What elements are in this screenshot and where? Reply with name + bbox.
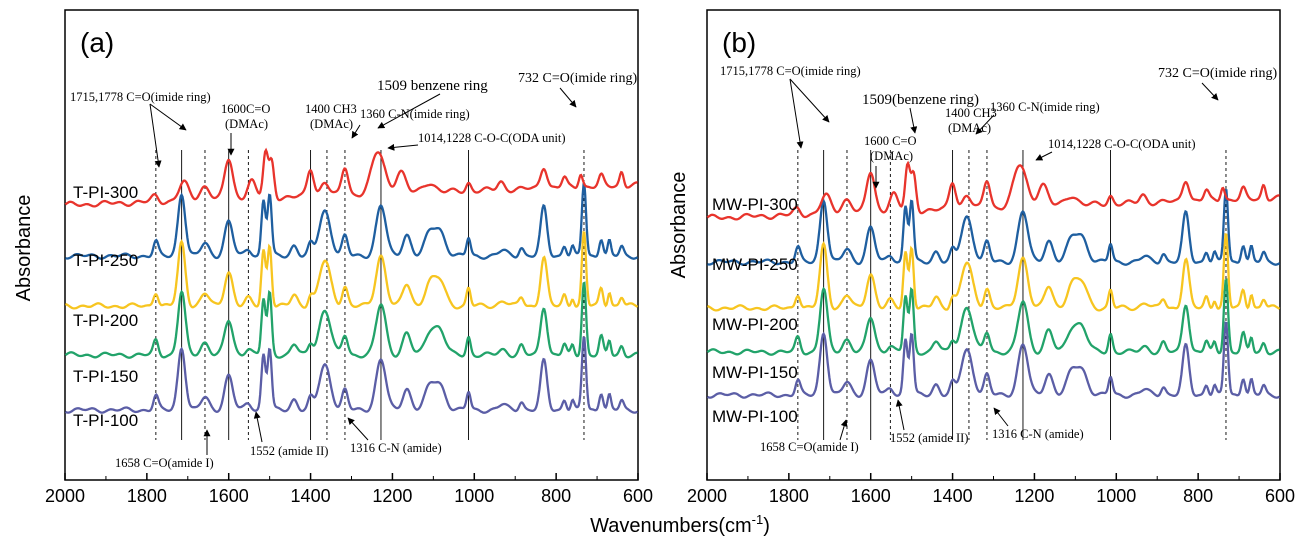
panel-b: (b) Absorbance 2000 1800 1600 1400 1200 1000 8… xyxy=(668,9,1295,506)
series-label-t-pi-300: T-PI-300 xyxy=(73,183,138,202)
annotation-a-1316: 1316 C-N (amide) xyxy=(350,441,442,455)
arrow-a-732 xyxy=(559,87,577,108)
x-axis-label-sup: -1 xyxy=(752,512,764,527)
series-line-mw-pi-300 xyxy=(706,321,1281,399)
annotation-b-732: 732 C=O(imide ring) xyxy=(1158,66,1277,81)
series-label-t-pi-250: T-PI-250 xyxy=(73,251,138,270)
annotation-a-1600: 1600C=O xyxy=(221,102,270,116)
y-axis-label-b: Absorbance xyxy=(668,172,690,279)
annotation-b-imide-ring: 1715,1778 C=O(imide ring) xyxy=(720,64,861,78)
y-axis-label-a: Absorbance xyxy=(13,195,35,302)
series-label-mw-pi-250: MW-PI-250 xyxy=(712,255,798,274)
arrow-a-1715 xyxy=(149,103,187,131)
annotation-b-1600: 1600 C=O xyxy=(864,134,917,148)
x-tick-label: 1600 xyxy=(209,486,249,506)
annotation-b-1600-dmac: (DMAc) xyxy=(870,149,913,163)
series-line-t-pi-150 xyxy=(65,182,639,260)
series-line-t-pi-300 xyxy=(64,336,639,414)
x-tick-label: 1600 xyxy=(851,486,891,506)
arrow-b-1509 xyxy=(909,107,918,134)
x-tick-label: 800 xyxy=(541,486,571,506)
x-tick-label: 1000 xyxy=(1096,486,1136,506)
annotation-b-1400: 1400 CH3 xyxy=(945,106,997,120)
series-label-mw-pi-150: MW-PI-150 xyxy=(712,363,798,382)
annotation-b-1658: 1658 C=O(amide I) xyxy=(760,440,859,454)
arrow-a-1778 xyxy=(149,103,162,168)
arrow-a-1509 xyxy=(377,93,441,129)
x-tick-label: 1800 xyxy=(769,486,809,506)
series-line-mw-pi-200 xyxy=(706,233,1281,312)
arrow-b-1316 xyxy=(993,407,1009,427)
x-axis-label-main: Wavenumbers(cm xyxy=(590,515,752,537)
arrow-b-732 xyxy=(1201,82,1219,101)
series-line-mw-pi-150 xyxy=(707,188,1281,266)
annotation-b-1552: 1552 (amide II) xyxy=(890,431,968,445)
panel-label-b: (b) xyxy=(722,27,756,58)
x-tick-label: 1200 xyxy=(372,486,412,506)
panel-a: (a) Absorbance 2000 1800 1600 1400 1200 1000 8… xyxy=(13,9,653,506)
x-axis-label: Wavenumbers(cm-1) xyxy=(590,512,770,537)
x-tick-label: 600 xyxy=(623,486,653,506)
series-line-t-pi-200 xyxy=(64,231,639,310)
x-tick-label: 1000 xyxy=(454,486,494,506)
annotation-b-coc: 1014,1228 C-O-C(ODA unit) xyxy=(1048,137,1196,151)
arrow-b-1552 xyxy=(895,399,905,431)
annotation-a-732: 732 C=O(imide ring) xyxy=(518,71,637,86)
arrow-a-1360 xyxy=(351,124,361,139)
annotation-a-1400: 1400 CH3 xyxy=(305,102,357,116)
x-tick-label: 1800 xyxy=(127,486,167,506)
series-label-t-pi-150: T-PI-150 xyxy=(73,367,138,386)
annotation-b-1400-dmac: (DMAc) xyxy=(948,121,991,135)
x-tick-label: 1200 xyxy=(1014,486,1054,506)
x-tick-label: 800 xyxy=(1183,486,1213,506)
arrow-b-1658 xyxy=(839,419,848,441)
arrow-a-1552 xyxy=(253,411,263,443)
annotation-a-1552: 1552 (amide II) xyxy=(250,444,328,458)
x-axis-label-close: ) xyxy=(763,515,770,537)
series-line-t-pi-100 xyxy=(64,147,638,208)
arrow-b-1778 xyxy=(789,78,804,149)
x-tick-label: 600 xyxy=(1265,486,1295,506)
x-tick-label: 2000 xyxy=(45,486,85,506)
annotation-a-1600-dmac: (DMAc) xyxy=(225,117,268,131)
series-line-t-pi-250 xyxy=(64,281,638,359)
arrow-a-coc xyxy=(387,143,419,151)
x-tick-label: 1400 xyxy=(933,486,973,506)
annotation-a-imide-ring: 1715,1778 C=O(imide ring) xyxy=(70,90,211,104)
series-label-t-pi-100: T-PI-100 xyxy=(73,411,138,430)
annotation-b-1360: 1360 C-N(imide ring) xyxy=(990,100,1100,114)
arrow-b-1360 xyxy=(975,114,995,135)
series-label-mw-pi-300: MW-PI-300 xyxy=(712,195,798,214)
series-line-mw-pi-100 xyxy=(706,160,1280,221)
annotation-a-1400-dmac: (DMAc) xyxy=(310,117,353,131)
series-label-t-pi-200: T-PI-200 xyxy=(73,311,138,330)
annotation-a-1360: 1360 C-N(imide ring) xyxy=(360,107,470,121)
x-tick-label: 2000 xyxy=(687,486,727,506)
series-line-mw-pi-250 xyxy=(706,278,1280,356)
x-tick-label: 1400 xyxy=(291,486,331,506)
annotation-a-1658: 1658 C=O(amide I) xyxy=(115,456,214,470)
arrow-b-1715 xyxy=(789,78,830,123)
annotation-a-coc: 1014,1228 C-O-C(ODA unit) xyxy=(418,131,566,145)
series-label-mw-pi-200: MW-PI-200 xyxy=(712,315,798,334)
arrow-b-coc xyxy=(1035,151,1053,161)
annotation-b-1316: 1316 C-N (amide) xyxy=(992,427,1084,441)
annotation-a-benzene: 1509 benzene ring xyxy=(377,78,488,94)
series-label-mw-pi-100: MW-PI-100 xyxy=(712,407,798,426)
arrow-a-1316 xyxy=(347,417,369,441)
panel-label-a: (a) xyxy=(80,27,114,58)
annotation-b-benzene: 1509(benzene ring) xyxy=(862,92,979,108)
